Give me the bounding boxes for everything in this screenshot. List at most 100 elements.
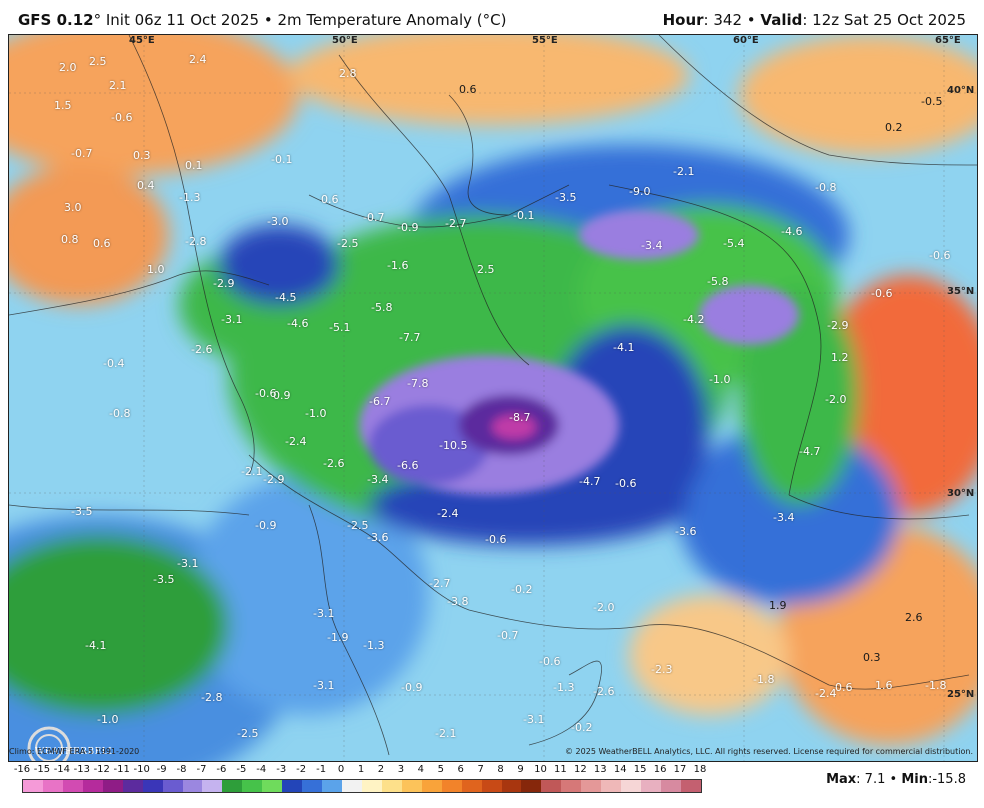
anomaly-value: 1.0 xyxy=(147,263,165,276)
legend-swatch xyxy=(361,780,382,792)
anomaly-value: -2.4 xyxy=(815,687,837,700)
anomaly-value: -0.6 xyxy=(485,533,507,546)
anomaly-value: -6.7 xyxy=(369,395,391,408)
legend-swatch xyxy=(222,780,243,792)
lon-60-label: 60°E xyxy=(733,35,759,46)
anomaly-value: -0.7 xyxy=(497,629,519,642)
anomaly-value: -3.6 xyxy=(367,531,389,544)
anomaly-value: -2.4 xyxy=(285,435,307,448)
anomaly-value: -2.9 xyxy=(213,277,235,290)
anomaly-value: -1.3 xyxy=(363,639,385,652)
anomaly-value: -0.6 xyxy=(111,111,133,124)
legend-swatch xyxy=(102,780,123,792)
legend-tick-label: -11 xyxy=(113,764,130,775)
anomaly-value: 0.6 xyxy=(321,193,339,206)
legend-swatch xyxy=(621,780,642,792)
legend-swatch xyxy=(122,780,143,792)
anomaly-value: -3.1 xyxy=(313,607,335,620)
anomaly-value: 1.5 xyxy=(54,99,72,112)
legend-tick-label: 1 xyxy=(357,764,365,775)
anomaly-value: -0.2 xyxy=(571,721,593,734)
anomaly-value: -5.8 xyxy=(371,301,393,314)
anomaly-value: 2.4 xyxy=(189,53,207,66)
anomaly-value: -3.0 xyxy=(267,215,289,228)
anomaly-value: -3.4 xyxy=(641,239,663,252)
anomaly-value: 2.0 xyxy=(59,61,77,74)
valid-value: : 12z Sat 25 Oct 2025 xyxy=(802,11,966,29)
hour-value: : 342 xyxy=(703,11,742,29)
anomaly-value: -1.6 xyxy=(387,259,409,272)
field-name: 2m Temperature Anomaly (°C) xyxy=(277,11,507,29)
anomaly-value: -3.1 xyxy=(313,679,335,692)
anomaly-value: -0.4 xyxy=(103,357,125,370)
anomaly-value: -1.0 xyxy=(97,713,119,726)
legend-swatch xyxy=(481,780,502,792)
anomaly-value: -2.4 xyxy=(437,507,459,520)
min-value: :-15.8 xyxy=(927,772,966,787)
legend-tick-label: -3 xyxy=(276,764,287,775)
anomaly-value: -2.3 xyxy=(651,663,673,676)
legend-swatch xyxy=(461,780,482,792)
anomaly-value: 0.3 xyxy=(863,651,881,664)
init-time: Init 06z 11 Oct 2025 xyxy=(105,11,260,29)
anomaly-value: -0.9 xyxy=(397,221,419,234)
legend-tick-label: -14 xyxy=(53,764,71,775)
anomaly-value: -2.1 xyxy=(435,727,457,740)
anomaly-value: -7.7 xyxy=(399,331,421,344)
anomaly-value: -3.5 xyxy=(71,505,93,518)
anomaly-value: -2.9 xyxy=(263,473,285,486)
legend-swatch xyxy=(302,780,323,792)
legend-tick-label: -16 xyxy=(13,764,31,775)
anomaly-value: -2.8 xyxy=(185,235,207,248)
legend-tick-label: -10 xyxy=(133,764,150,775)
anomaly-value: 1.6 xyxy=(875,679,893,692)
legend-swatch xyxy=(541,780,562,792)
legend-tick-label: -5 xyxy=(236,764,247,775)
legend-tick-label: 7 xyxy=(477,764,484,775)
anomaly-value: -7.8 xyxy=(407,377,429,390)
legend-swatch xyxy=(62,780,83,792)
legend-tick-label: -4 xyxy=(256,764,267,775)
anomaly-value: 2.6 xyxy=(905,611,923,624)
anomaly-value: 0.3 xyxy=(133,149,151,162)
legend-tick-label: 12 xyxy=(573,764,587,775)
legend-swatch xyxy=(501,780,522,792)
legend-swatch xyxy=(421,780,442,792)
lat-30-label: 30°N xyxy=(947,488,975,499)
anomaly-value: -2.7 xyxy=(445,217,467,230)
legend-swatch xyxy=(401,780,422,792)
anomaly-map xyxy=(9,35,977,761)
legend-tick-label: -1 xyxy=(316,764,327,775)
anomaly-value: 0.4 xyxy=(137,179,155,192)
legend-tick-label: 10 xyxy=(534,764,547,775)
anomaly-value: -2.1 xyxy=(241,465,263,478)
legend-swatch xyxy=(561,780,582,792)
anomaly-value: -1.0 xyxy=(709,373,731,386)
legend-swatch xyxy=(381,780,402,792)
anomaly-value: -0.7 xyxy=(363,211,385,224)
color-legend: -16 -15 -14 -13 -12 -11 -10 -9 -8 -7 -6 -5 -4 -3 -2 -1 0… xyxy=(14,764,706,794)
anomaly-value: 2.5 xyxy=(89,55,107,68)
anomaly-value: 1.2 xyxy=(831,351,849,364)
legend-swatch xyxy=(182,780,203,792)
anomaly-value: 1.9 xyxy=(769,599,787,612)
anomaly-value: -0.1 xyxy=(271,153,293,166)
anomaly-value: -2.1 xyxy=(673,165,695,178)
chart-title: GFS 0.12° Init 06z 11 Oct 2025 • 2m Temp… xyxy=(18,11,507,29)
legend-tick-label: -13 xyxy=(73,764,90,775)
anomaly-value: -0.1 xyxy=(513,209,535,222)
anomaly-value: -1.3 xyxy=(179,191,201,204)
legend-swatch xyxy=(581,780,602,792)
anomaly-value: -4.2 xyxy=(683,313,705,326)
anomaly-value: -1.0 xyxy=(305,407,327,420)
legend-tick-label: -12 xyxy=(93,764,110,775)
anomaly-value: -3.4 xyxy=(367,473,389,486)
anomaly-value: -3.1 xyxy=(221,313,243,326)
legend-tick-label: -6 xyxy=(216,764,227,775)
anomaly-value: -1.8 xyxy=(925,679,947,692)
anomaly-value: -2.5 xyxy=(347,519,369,532)
legend-tick-label: 13 xyxy=(593,764,607,775)
anomaly-value: -2.8 xyxy=(201,691,223,704)
anomaly-value: -0.8 xyxy=(109,407,131,420)
anomaly-value: -3.6 xyxy=(675,525,697,538)
